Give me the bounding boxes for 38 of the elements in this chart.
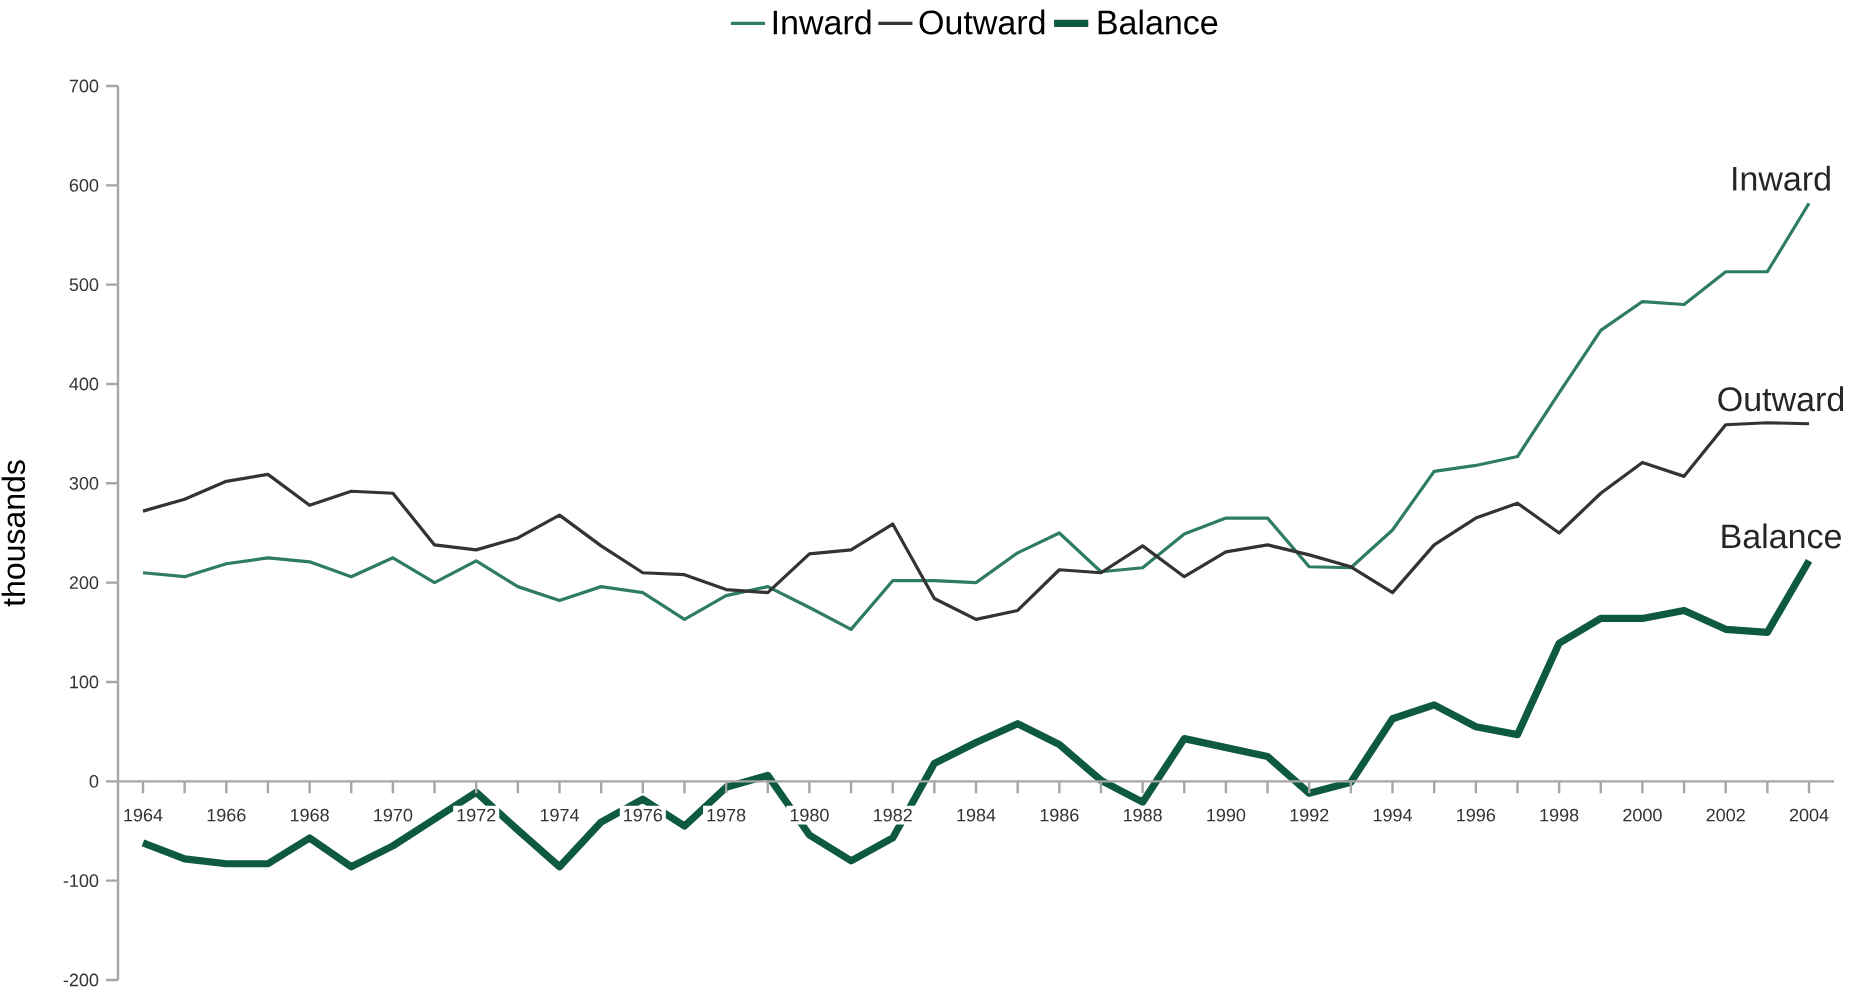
x-tick-label: 1986 xyxy=(1040,808,1079,822)
x-tick-label: 1972 xyxy=(457,808,496,822)
text: Inward xyxy=(1733,165,1830,191)
x-tick-label: 1974 xyxy=(540,808,579,822)
x-tick-label: 1992 xyxy=(1290,808,1329,822)
x-tick-label: 1970 xyxy=(374,808,413,822)
x-tick-label: 1984 xyxy=(957,808,996,822)
y-tick-label: 500 xyxy=(69,278,99,292)
x-tick-label: 1996 xyxy=(1457,808,1496,822)
x-tick-label: 1994 xyxy=(1373,808,1412,822)
y-axis-title: thousands xyxy=(1,460,26,607)
x-tick-label: 1988 xyxy=(1123,808,1162,822)
y-tick-label: 100 xyxy=(70,675,99,689)
legend-label: Outward xyxy=(919,9,1045,35)
y-tick-label: 400 xyxy=(69,377,99,391)
y-tick-label: -200 xyxy=(63,973,99,987)
y-tick-label: 700 xyxy=(69,79,99,93)
x-tick-label: 1966 xyxy=(207,808,246,822)
y-tick-label: 0 xyxy=(89,774,99,788)
text: Balance xyxy=(1722,523,1841,549)
x-tick-label: 1990 xyxy=(1207,808,1246,822)
x-tick-label: 1978 xyxy=(707,808,746,822)
x-tick-label: 1982 xyxy=(874,808,912,822)
x-tick-label: 1976 xyxy=(624,808,663,822)
text: Outward xyxy=(1718,386,1844,412)
x-tick-label: 1998 xyxy=(1540,808,1579,822)
y-tick-label: 200 xyxy=(69,576,99,590)
y-tick-label: -100 xyxy=(63,874,99,888)
x-tick-label: 1964 xyxy=(124,808,163,822)
x-tick-label: 1968 xyxy=(290,808,329,822)
legend-label: Balance xyxy=(1098,9,1218,35)
y-tick-label: 300 xyxy=(69,476,99,490)
x-tick-label: 2002 xyxy=(1706,808,1745,822)
y-tick-label: 600 xyxy=(69,178,99,192)
x-tick-label: 1980 xyxy=(790,808,829,822)
x-tick-label: 2004 xyxy=(1789,808,1829,822)
legend-label: Inward xyxy=(773,9,871,35)
x-tick-label: 2000 xyxy=(1623,808,1662,822)
